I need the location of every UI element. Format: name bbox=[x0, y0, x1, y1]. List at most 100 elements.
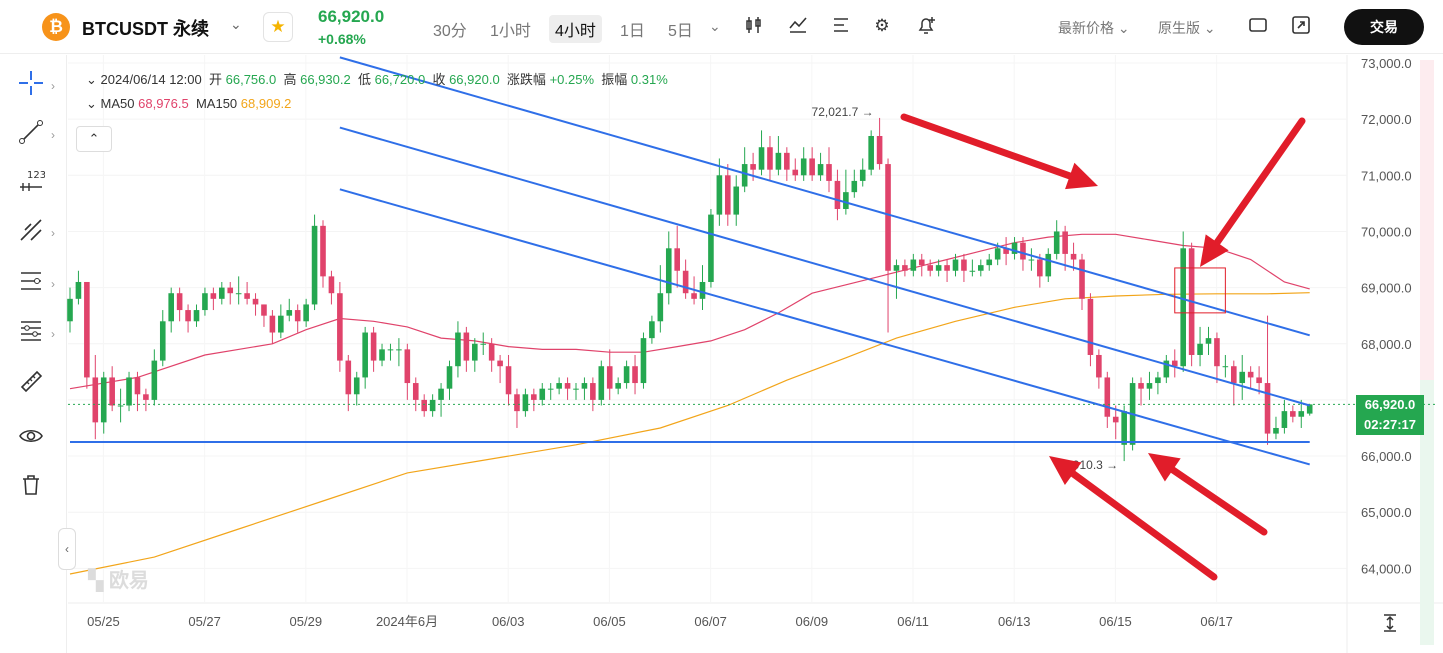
timeframe-1h[interactable]: 1小时 bbox=[490, 23, 531, 40]
candle-body bbox=[159, 321, 166, 361]
candle-body bbox=[235, 293, 242, 295]
chart-version-label: 原生版 bbox=[1158, 20, 1200, 36]
candle-body bbox=[978, 265, 984, 271]
star-icon[interactable]: ★ bbox=[263, 12, 293, 42]
chevron-icon[interactable]: ⌄ bbox=[86, 96, 97, 111]
list-icon[interactable] bbox=[829, 14, 853, 38]
timeframe-5d[interactable]: 5日 bbox=[668, 23, 693, 40]
y-tick-label: 66,000.0 bbox=[1361, 449, 1412, 464]
candle-body bbox=[868, 135, 874, 170]
price-type-select[interactable]: 最新价格 ⌄ bbox=[1058, 20, 1130, 36]
trend-line-icon[interactable] bbox=[14, 118, 48, 152]
close-label: 收 bbox=[432, 72, 446, 87]
arrow-shaft bbox=[1169, 466, 1268, 536]
candle-body bbox=[1146, 383, 1153, 389]
chevron-right-icon[interactable]: › bbox=[51, 79, 55, 93]
candle-body bbox=[1121, 411, 1127, 445]
candle-body bbox=[986, 259, 993, 266]
eye-icon[interactable] bbox=[14, 422, 48, 456]
candle-countdown: 02:27:17 bbox=[1363, 417, 1417, 432]
fib-tool-icon[interactable] bbox=[14, 267, 48, 301]
candle-body bbox=[1298, 411, 1305, 417]
chevron-right-icon[interactable]: › bbox=[51, 327, 55, 341]
y-tick-label: 65,000.0 bbox=[1361, 505, 1412, 520]
chevron-right-icon[interactable]: › bbox=[51, 226, 55, 240]
candle-body bbox=[92, 377, 99, 423]
open-value: 66,756.0 bbox=[225, 72, 277, 87]
candle-body bbox=[345, 360, 352, 395]
x-tick-label: 06/07 bbox=[694, 614, 727, 629]
auto-scale-icon[interactable] bbox=[1380, 613, 1400, 638]
candle-body bbox=[531, 394, 537, 400]
fullscreen-icon[interactable] bbox=[1289, 14, 1313, 38]
candle-body bbox=[244, 293, 250, 299]
candle-body bbox=[547, 388, 554, 390]
red-arrow-down-trend bbox=[900, 113, 1098, 190]
pattern-tool-icon[interactable] bbox=[14, 216, 48, 250]
chevron-right-icon[interactable]: › bbox=[51, 277, 55, 291]
chevron-down-icon[interactable]: ⌄ bbox=[230, 16, 242, 32]
candle-body bbox=[961, 259, 967, 271]
candle-body bbox=[1096, 354, 1102, 378]
candle-body bbox=[455, 332, 461, 367]
y-tick-label: 71,000.0 bbox=[1361, 168, 1412, 183]
x-tick-label: 05/25 bbox=[87, 614, 120, 629]
candle-body bbox=[126, 377, 132, 406]
timeframe-1d[interactable]: 1日 bbox=[620, 23, 645, 40]
timeframe-30m[interactable]: 30分 bbox=[433, 23, 467, 40]
layout-icon[interactable] bbox=[1246, 14, 1270, 38]
x-tick-label: 05/27 bbox=[188, 614, 221, 629]
candle-body bbox=[134, 377, 141, 395]
symbol-title[interactable]: BTCUSDT 永续 bbox=[82, 19, 209, 39]
top-bar: ₿ BTCUSDT 永续 ⌄ ★ 66,920.0 +0.68% 30分 1小时… bbox=[0, 0, 1443, 54]
alert-add-icon[interactable] bbox=[914, 14, 938, 38]
candle-body bbox=[1045, 253, 1052, 277]
amplitude-value: 0.31% bbox=[630, 72, 668, 87]
timeframe-4h[interactable]: 4小时 bbox=[549, 15, 602, 43]
crosshair-icon[interactable] bbox=[14, 69, 48, 103]
candle-body bbox=[269, 315, 276, 333]
candle-body bbox=[227, 287, 234, 294]
candle-body bbox=[497, 360, 503, 367]
candle-body bbox=[733, 186, 740, 215]
ruler-icon[interactable] bbox=[14, 367, 48, 401]
trash-icon[interactable] bbox=[14, 471, 48, 505]
candle-body bbox=[581, 383, 588, 389]
candle-body bbox=[1205, 338, 1212, 344]
arrow-shaft bbox=[1069, 470, 1218, 581]
candle-body bbox=[193, 310, 200, 322]
candle-body bbox=[665, 248, 672, 294]
number-tool-icon[interactable]: 123 bbox=[14, 167, 48, 201]
candle-body bbox=[1028, 259, 1035, 261]
chevron-right-icon[interactable]: › bbox=[51, 128, 55, 142]
candle-body bbox=[387, 349, 394, 351]
candle-body bbox=[294, 310, 301, 322]
trade-button[interactable]: 交易 bbox=[1344, 9, 1424, 45]
change-label: 涨跌幅 bbox=[506, 72, 546, 87]
x-tick-label: 06/03 bbox=[492, 614, 525, 629]
chart-version-select[interactable]: 原生版 ⌄ bbox=[1158, 20, 1216, 36]
candle-body bbox=[1306, 404, 1313, 414]
candle-body bbox=[556, 383, 562, 389]
candle-body bbox=[320, 225, 326, 277]
candle-body bbox=[1003, 248, 1009, 254]
candle-body bbox=[994, 248, 1001, 260]
indicator-icon[interactable] bbox=[786, 14, 810, 38]
candle-body bbox=[615, 383, 621, 389]
high-label: 高 bbox=[283, 72, 297, 87]
candle-body bbox=[421, 399, 427, 412]
legend-collapse-button[interactable]: ⌃ bbox=[76, 126, 112, 152]
candle-body bbox=[843, 192, 849, 209]
gann-tool-icon[interactable] bbox=[14, 317, 48, 351]
low-label: 低 bbox=[357, 72, 371, 87]
chevron-down-icon[interactable]: ⌄ bbox=[709, 18, 721, 34]
collapse-panel-button[interactable]: ‹ bbox=[58, 528, 76, 570]
chevron-icon[interactable]: ⌄ bbox=[86, 72, 97, 87]
candle-type-icon[interactable] bbox=[742, 14, 766, 38]
candle-body bbox=[809, 158, 815, 176]
arrow-head bbox=[1200, 234, 1229, 267]
candle-body bbox=[918, 259, 925, 266]
gear-icon[interactable]: ⚙ bbox=[874, 16, 890, 35]
y-tick-label: 73,000.0 bbox=[1361, 56, 1412, 71]
